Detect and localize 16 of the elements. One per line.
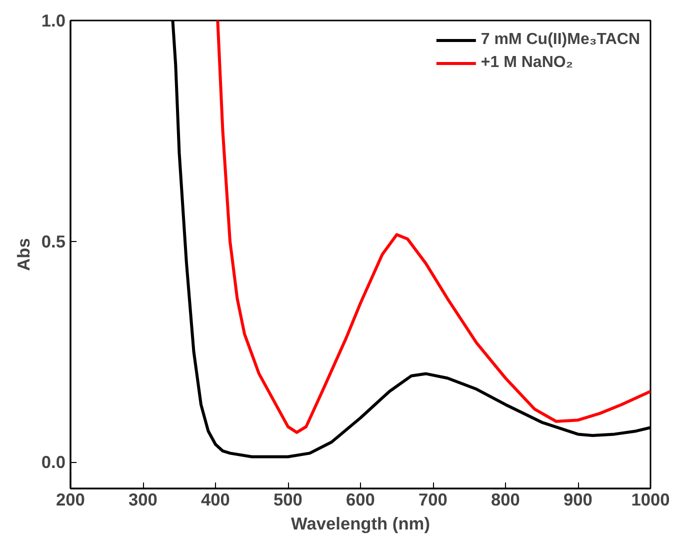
x-tick-label: 300: [128, 490, 158, 510]
x-tick-label: 600: [346, 490, 375, 510]
x-tick-label: 800: [491, 490, 520, 510]
x-tick-label: 900: [564, 490, 592, 510]
x-axis-title: Wavelength (nm): [291, 514, 430, 534]
x-tick-label: 1000: [631, 490, 670, 510]
y-tick-label: 0.5: [41, 231, 66, 252]
y-axis-title: Abs: [13, 238, 34, 271]
legend-label: 7 mM Cu(II)Me₃TACN: [480, 31, 640, 49]
y-tick-label: 1.0: [41, 10, 66, 30]
x-tick-label: 400: [201, 490, 230, 510]
x-tick-label: 500: [274, 490, 302, 510]
legend-label: +1 M NaNO₂: [480, 54, 573, 72]
y-tick-label: 0.0: [41, 452, 66, 472]
x-tick-label: 700: [418, 490, 448, 510]
x-tick-label: 200: [56, 490, 85, 510]
